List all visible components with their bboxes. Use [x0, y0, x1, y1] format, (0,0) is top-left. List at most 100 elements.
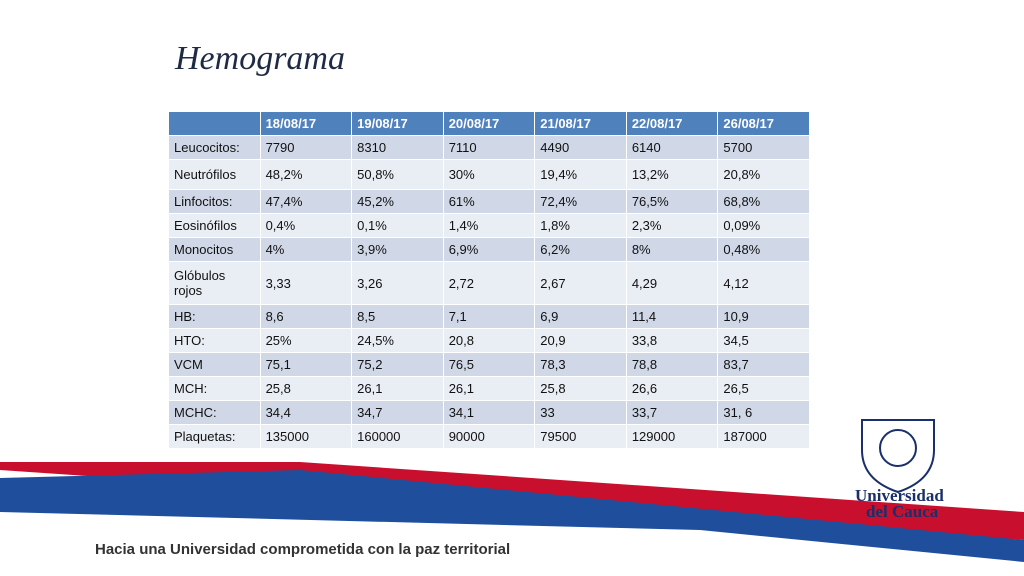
cell: 187000 — [717, 424, 810, 449]
blue-band — [0, 470, 1024, 562]
cell: 24,5% — [351, 328, 444, 353]
row: MCHC: 34,4 34,7 34,1 33 33,7 31, 6 — [168, 400, 810, 425]
cell: Neutrófilos — [168, 159, 261, 190]
cell: Plaquetas: — [168, 424, 261, 449]
cell: 72,4% — [534, 189, 627, 214]
cell: Eosinófilos — [168, 213, 261, 238]
cell: 25% — [259, 328, 353, 353]
cell: 33 — [534, 400, 627, 425]
cell: Glóbulos rojos — [168, 261, 261, 305]
header-cell: 20/08/17 — [442, 111, 536, 136]
cell: 5700 — [717, 135, 810, 160]
cell: 3,9% — [351, 237, 444, 262]
cell: 13,2% — [625, 159, 719, 190]
cell: 10,9 — [717, 304, 810, 329]
row: Linfocitos: 47,4% 45,2% 61% 72,4% 76,5% 68,8% — [168, 189, 810, 214]
cell: 1,4% — [442, 213, 536, 238]
cell: 48,2% — [259, 159, 353, 190]
cell: HTO: — [168, 328, 261, 353]
logo-text: Universidad — [855, 486, 944, 505]
row: Eosinófilos 0,4% 0,1% 1,4% 1,8% 2,3% 0,09% — [168, 213, 810, 238]
cell: 30% — [442, 159, 536, 190]
cell: 68,8% — [717, 189, 810, 214]
cell: 6,9% — [442, 237, 536, 262]
cell: 78,3 — [534, 352, 627, 377]
cell: 34,4 — [259, 400, 353, 425]
cell: 79500 — [534, 424, 627, 449]
cell: 31, 6 — [717, 400, 810, 425]
cell: 7790 — [259, 135, 353, 160]
cell: 160000 — [351, 424, 444, 449]
cell: 8,6 — [259, 304, 353, 329]
cell: 4490 — [534, 135, 627, 160]
row: HB: 8,6 8,5 7,1 6,9 11,4 10,9 — [168, 304, 810, 329]
header-cell: 21/08/17 — [534, 111, 627, 136]
header-cell: 18/08/17 — [259, 111, 353, 136]
cell: VCM — [168, 352, 261, 377]
cell: 2,67 — [534, 261, 627, 305]
cell: 2,72 — [442, 261, 536, 305]
cell: MCHC: — [168, 400, 261, 425]
cell: 3,26 — [351, 261, 444, 305]
header-row: 18/08/17 19/08/17 20/08/17 21/08/17 22/08/17… — [168, 111, 810, 136]
row: Monocitos 4% 3,9% 6,9% 6,2% 8% 0,48% — [168, 237, 810, 262]
cell: 25,8 — [534, 376, 627, 401]
row: Plaquetas: 135000 160000 90000 79500 129000 18… — [168, 424, 810, 449]
cell: MCH: — [168, 376, 261, 401]
cell: 2,3% — [625, 213, 719, 238]
cell: 0,1% — [351, 213, 444, 238]
header-cell — [168, 111, 261, 136]
cell: 90000 — [442, 424, 536, 449]
cell: 78,8 — [625, 352, 719, 377]
cell: 34,5 — [717, 328, 810, 353]
row: Neutrófilos 48,2% 50,8% 30% 19,4% 13,2% 20,8% — [168, 159, 810, 190]
cell: 1,8% — [534, 213, 627, 238]
row: MCH: 25,8 26,1 26,1 25,8 26,6 26,5 — [168, 376, 810, 401]
footer: Hacia una Universidad comprometida con l… — [95, 541, 511, 558]
cell: 61% — [442, 189, 536, 214]
cell: 26,5 — [717, 376, 810, 401]
cell: 8,5 — [351, 304, 444, 329]
cell: 76,5% — [625, 189, 719, 214]
row: HTO: 25% 24,5% 20,8 20,9 33,8 34,5 — [168, 328, 810, 353]
cell: 34,1 — [442, 400, 536, 425]
cell: 75,1 — [259, 352, 353, 377]
cell: Monocitos — [168, 237, 261, 262]
cell: Leucocitos: — [168, 135, 261, 160]
cell: 34,7 — [351, 400, 444, 425]
cell: 3,33 — [259, 261, 353, 305]
header-cell: 26/08/17 — [717, 111, 810, 136]
cell: 0,48% — [717, 237, 810, 262]
cell: 135000 — [259, 424, 353, 449]
cell: 0,4% — [259, 213, 353, 238]
row: Glóbulos rojos 3,33 3,26 2,72 2,67 4,29 4,12 — [168, 261, 810, 305]
cell: 129000 — [625, 424, 719, 449]
cell: 76,5 — [442, 352, 536, 377]
cell: 25,8 — [259, 376, 353, 401]
cell: 6140 — [625, 135, 719, 160]
logo-shield — [861, 419, 935, 494]
row: VCM 75,1 75,2 76,5 78,3 78,8 83,7 — [168, 352, 810, 377]
cell: 50,8% — [351, 159, 444, 190]
table: 18/08/17 19/08/17 20/08/17 21/08/17 22/08/17… — [168, 111, 810, 449]
cell: 20,9 — [534, 328, 627, 353]
cell: 33,7 — [625, 400, 719, 425]
cell: 47,4% — [259, 189, 353, 214]
cell: 26,1 — [351, 376, 444, 401]
cell: 11,4 — [625, 304, 719, 329]
cell: 8% — [625, 237, 719, 262]
cell: 19,4% — [534, 159, 627, 190]
cell: 20,8% — [717, 159, 810, 190]
cell: 4% — [259, 237, 353, 262]
cell: 45,2% — [351, 189, 444, 214]
cell: 6,9 — [534, 304, 627, 329]
row: Leucocitos: 7790 8310 7110 4490 6140 5700 — [168, 135, 810, 160]
cell: 7110 — [442, 135, 536, 160]
cell: 6,2% — [534, 237, 627, 262]
cell: 20,8 — [442, 328, 536, 353]
cell: 4,29 — [625, 261, 719, 305]
cell: 7,1 — [442, 304, 536, 329]
cell: 33,8 — [625, 328, 719, 353]
cell: 75,2 — [351, 352, 444, 377]
